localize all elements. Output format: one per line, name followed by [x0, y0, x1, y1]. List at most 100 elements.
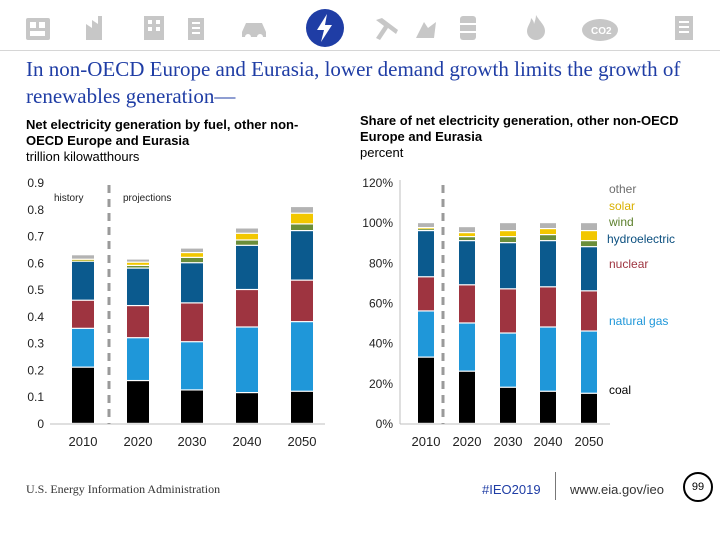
- bar-segment-hydroelectric: [540, 241, 556, 287]
- right-chart-title: Share of net electricity generation, oth…: [360, 113, 679, 144]
- bar-segment-wind: [581, 241, 597, 247]
- bar-segment-nuclear: [127, 306, 149, 338]
- y-tick-label: 0.2: [27, 363, 44, 377]
- electricity-icon[interactable]: [305, 8, 345, 48]
- y-tick-label: 0.3: [27, 337, 44, 351]
- bar-segment-hydroelectric: [500, 243, 516, 289]
- industrial-icon[interactable]: [22, 12, 54, 44]
- bar-segment-natural-gas: [459, 323, 475, 371]
- commercial-icon[interactable]: [180, 12, 212, 44]
- bar-segment-solar: [540, 229, 556, 235]
- bar-segment-coal: [236, 393, 258, 423]
- bar-segment-coal: [127, 381, 149, 423]
- x-tick-label: 2020: [453, 434, 482, 449]
- footer-divider: [555, 472, 556, 500]
- bar-segment-coal: [181, 390, 203, 423]
- bar-segment-coal: [72, 367, 94, 423]
- bar-segment-other: [540, 223, 556, 228]
- transportation-icon[interactable]: [80, 12, 112, 44]
- x-tick-label: 2050: [575, 434, 604, 449]
- bar-segment-solar: [181, 253, 203, 257]
- bar-segment-solar: [72, 259, 94, 261]
- y-tick-label: 0.9: [27, 176, 44, 190]
- bar-segment-other: [291, 207, 313, 213]
- bar-segment-other: [181, 248, 203, 252]
- bar-segment-solar: [418, 228, 434, 229]
- coal-icon[interactable]: [410, 12, 442, 44]
- bar-segment-nuclear: [500, 289, 516, 333]
- x-tick-label: 2030: [494, 434, 523, 449]
- left-chart-unit: trillion kilowatthours: [26, 149, 140, 164]
- y-tick-label: 0%: [376, 417, 394, 431]
- legend-label-coal: coal: [609, 383, 631, 397]
- bar-segment-hydroelectric: [581, 247, 597, 291]
- bar-segment-hydroelectric: [72, 261, 94, 300]
- bar-segment-hydroelectric: [291, 231, 313, 280]
- bar-segment-hydroelectric: [459, 241, 475, 285]
- y-tick-label: 0.4: [27, 310, 44, 324]
- bar-segment-solar: [291, 213, 313, 224]
- x-tick-label: 2040: [233, 434, 262, 449]
- legend-label-other: other: [609, 182, 636, 196]
- bar-segment-natural-gas: [540, 327, 556, 391]
- building-icon[interactable]: [138, 12, 170, 44]
- bar-segment-hydroelectric: [236, 245, 258, 289]
- bar-segment-wind: [459, 237, 475, 241]
- bar-segment-natural-gas: [291, 322, 313, 391]
- bar-segment-wind: [181, 257, 203, 263]
- bar-segment-hydroelectric: [181, 263, 203, 303]
- bar-segment-other: [236, 228, 258, 233]
- footer-source: U.S. Energy Information Administration: [26, 482, 221, 496]
- left-chart-title: Net electricity generation by fuel, othe…: [26, 117, 299, 148]
- y-tick-label: 0.6: [27, 256, 44, 270]
- bar-segment-wind: [291, 224, 313, 230]
- mining-icon[interactable]: [370, 12, 402, 44]
- x-tick-label: 2020: [124, 434, 153, 449]
- bar-segment-nuclear: [581, 291, 597, 331]
- footer-url[interactable]: www.eia.gov/ieo: [570, 482, 664, 497]
- bar-segment-natural-gas: [500, 333, 516, 387]
- bar-segment-wind: [72, 260, 94, 262]
- bar-segment-nuclear: [72, 300, 94, 328]
- vehicle-icon[interactable]: [238, 12, 270, 44]
- bar-segment-coal: [459, 371, 475, 423]
- y-tick-label: 0.5: [27, 283, 44, 297]
- bar-segment-solar: [459, 233, 475, 237]
- legend-label-nuclear: nuclear: [609, 257, 648, 271]
- bar-segment-coal: [500, 387, 516, 423]
- bar-segment-nuclear: [291, 280, 313, 322]
- bar-segment-natural-gas: [236, 327, 258, 393]
- report-icon[interactable]: [668, 12, 700, 44]
- bar-segment-hydroelectric: [418, 231, 434, 277]
- co2-icon[interactable]: CO2: [580, 12, 620, 44]
- annotation-projections: projections: [123, 193, 171, 204]
- header-divider: [0, 50, 720, 51]
- bar-segment-wind: [418, 229, 434, 230]
- bar-segment-wind: [500, 237, 516, 243]
- top-icon-bar: CO2: [0, 0, 720, 56]
- bar-segment-other: [581, 223, 597, 230]
- bar-segment-other: [459, 227, 475, 233]
- page-number: 99: [683, 472, 713, 502]
- bar-segment-solar: [500, 231, 516, 237]
- oil-barrel-icon[interactable]: [452, 12, 484, 44]
- bar-segment-other: [72, 255, 94, 259]
- bar-segment-wind: [127, 266, 149, 268]
- bar-segment-coal: [418, 357, 434, 423]
- y-tick-label: 0: [37, 417, 44, 431]
- bar-segment-nuclear: [418, 277, 434, 311]
- y-tick-label: 20%: [369, 377, 393, 391]
- natural-gas-icon[interactable]: [520, 12, 552, 44]
- bar-segment-nuclear: [540, 287, 556, 327]
- bar-segment-other: [127, 259, 149, 262]
- annotation-history: history: [54, 193, 83, 204]
- x-tick-label: 2030: [178, 434, 207, 449]
- y-tick-label: 0.8: [27, 203, 44, 217]
- x-tick-label: 2040: [534, 434, 563, 449]
- left-chart-title-block: Net electricity generation by fuel, othe…: [26, 117, 326, 165]
- bar-segment-other: [418, 223, 434, 227]
- x-tick-label: 2010: [412, 434, 441, 449]
- bar-segment-natural-gas: [127, 338, 149, 380]
- footer-hashtag[interactable]: #IEO2019: [482, 482, 541, 497]
